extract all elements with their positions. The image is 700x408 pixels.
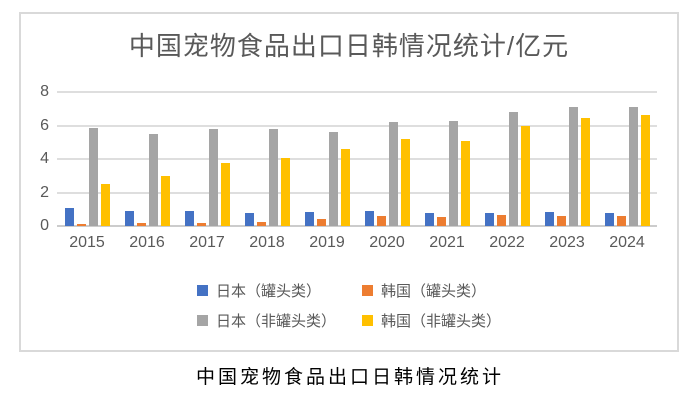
legend-item: 韩国（罐头类）	[362, 280, 501, 301]
bar-group-2016: 2016	[117, 92, 177, 251]
bar	[100, 184, 110, 226]
bar	[268, 128, 278, 226]
y-tick-label: 4	[40, 150, 49, 167]
gridline	[57, 158, 657, 160]
bar	[64, 207, 74, 226]
legend-label: 韩国（罐头类）	[381, 283, 487, 300]
legend-swatch-icon	[362, 315, 373, 326]
x-tick-label: 2019	[309, 234, 345, 251]
bar	[616, 216, 626, 226]
bar	[436, 216, 446, 226]
bar	[196, 222, 206, 226]
bar	[88, 128, 98, 226]
bar	[136, 222, 146, 226]
bar-group-2024: 2024	[597, 92, 657, 251]
x-tick-label: 2020	[369, 234, 405, 251]
gridline	[57, 91, 657, 93]
bar-group-2022: 2022	[477, 92, 537, 251]
gridline	[57, 124, 657, 127]
bar	[376, 216, 386, 226]
bar-group-2020: 2020	[357, 92, 417, 251]
bar	[316, 219, 326, 226]
bar	[340, 149, 350, 226]
bar	[508, 112, 518, 226]
bar-group-2018: 2018	[237, 92, 297, 251]
bar	[328, 132, 338, 226]
legend-label: 日本（非罐头类）	[215, 313, 336, 330]
bar	[484, 213, 494, 226]
bar	[520, 125, 530, 226]
bar	[496, 215, 506, 226]
legend: 日本（罐头类） 韩国（罐头类） 日本（非罐头类） 韩国（非罐头类）	[21, 280, 677, 331]
legend-item: 韩国（非罐头类）	[362, 310, 501, 331]
bar	[160, 175, 170, 226]
bar	[364, 210, 374, 226]
bar-group-2017: 2017	[177, 92, 237, 251]
y-tick-label: 6	[40, 116, 49, 134]
bar	[460, 140, 470, 226]
bar	[580, 118, 590, 226]
bar	[640, 114, 650, 226]
bar	[184, 210, 194, 226]
x-tick-label: 2021	[429, 234, 465, 251]
legend-item: 日本（非罐头类）	[196, 310, 336, 331]
bar-group-2023: 2023	[537, 92, 597, 251]
bar	[448, 121, 458, 226]
x-tick-label: 2022	[489, 234, 525, 251]
y-tick-label: 2	[40, 183, 49, 201]
bar	[544, 211, 554, 226]
bar-group-2019: 2019	[297, 92, 357, 251]
x-tick-label: 2015	[69, 234, 105, 251]
legend-swatch-icon	[196, 315, 208, 326]
legend-swatch-icon	[196, 285, 208, 296]
bar	[244, 212, 254, 226]
bar-group-2021: 2021	[417, 92, 477, 251]
plot-area: 0 2 4 6 8 2015 2016 2017 2018 2019 2020 2021 2022 202…	[40, 83, 657, 251]
chart-caption: 中国宠物食品出口日韩情况统计	[195, 367, 504, 388]
legend-label: 韩国（非罐头类）	[381, 313, 502, 330]
bar	[556, 216, 566, 226]
legend-label: 日本（罐头类）	[215, 283, 321, 300]
x-tick-label: 2024	[609, 234, 645, 251]
x-tick-label: 2023	[549, 234, 585, 251]
x-axis-line	[57, 225, 657, 227]
legend-swatch-icon	[362, 285, 373, 296]
bar	[388, 122, 398, 226]
bar	[400, 138, 410, 226]
bar	[208, 128, 218, 226]
bar	[148, 133, 158, 226]
bar	[604, 212, 614, 226]
legend-grid: 日本（罐头类） 韩国（罐头类） 日本（非罐头类） 韩国（非罐头类）	[196, 280, 501, 331]
bar-group-2015: 2015	[57, 92, 117, 251]
chart-title: 中国宠物食品出口日韩情况统计/亿元	[128, 31, 570, 61]
bar	[256, 221, 266, 226]
gridline	[57, 191, 657, 194]
x-tick-label: 2017	[189, 234, 225, 251]
x-tick-label: 2018	[249, 234, 285, 251]
bar	[568, 107, 578, 226]
legend-item: 日本（罐头类）	[196, 280, 336, 301]
bar	[76, 224, 86, 226]
x-tick-label: 2016	[129, 234, 165, 251]
chart-card: 中国宠物食品出口日韩情况统计/亿元 0 2 4 6 8 2015 2016 2017 2018 2…	[19, 12, 679, 352]
y-tick-label: 0	[40, 217, 49, 234]
bar	[280, 158, 290, 226]
bar	[220, 163, 230, 226]
y-tick-label: 8	[40, 83, 49, 100]
bar	[628, 107, 638, 226]
bar	[304, 211, 314, 226]
bar	[124, 210, 134, 226]
bar	[424, 212, 434, 226]
